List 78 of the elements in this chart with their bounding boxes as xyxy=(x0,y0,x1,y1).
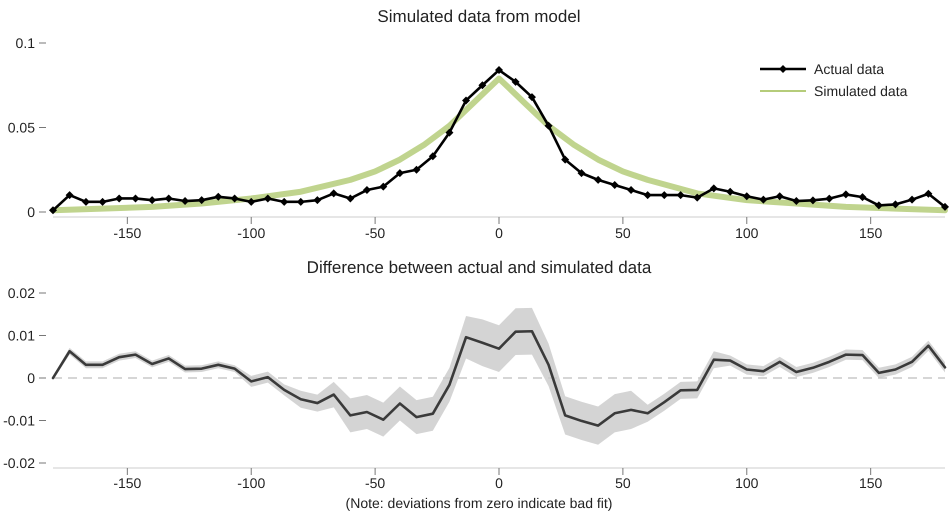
point xyxy=(495,66,503,74)
point xyxy=(264,194,272,202)
point xyxy=(478,81,486,90)
point xyxy=(396,169,404,178)
point xyxy=(561,156,570,164)
point xyxy=(842,190,850,198)
point xyxy=(941,202,949,211)
point xyxy=(462,96,470,104)
point xyxy=(313,196,322,204)
x-tick-label: 0 xyxy=(495,475,504,491)
y-tick-label: 0.02 xyxy=(8,284,36,301)
point xyxy=(726,188,734,196)
x-tick-label: 150 xyxy=(858,475,883,491)
chart-title: Difference between actual and simulated data xyxy=(306,258,652,277)
x-tick-label: -100 xyxy=(237,225,266,241)
point xyxy=(676,191,685,200)
point xyxy=(198,196,206,204)
point xyxy=(412,166,420,174)
point xyxy=(627,186,636,194)
point xyxy=(610,180,619,189)
x-axis-title: (Note: deviations from zero indicate bad fit) xyxy=(346,495,612,511)
y-tick-label: -0.01 xyxy=(3,412,36,428)
legend-label: Actual data xyxy=(814,60,884,77)
point xyxy=(825,194,834,203)
point xyxy=(66,191,74,200)
x-tick-label: -50 xyxy=(364,225,386,241)
point xyxy=(660,191,668,200)
point xyxy=(528,93,536,102)
y-tick-label: 0 xyxy=(27,204,36,220)
point xyxy=(49,206,57,214)
point xyxy=(82,198,90,206)
point xyxy=(710,184,718,192)
x-tick-label: 0 xyxy=(495,225,504,241)
point xyxy=(214,192,222,201)
y-tick-label: 0.01 xyxy=(8,327,36,344)
point xyxy=(428,152,437,160)
x-tick-label: 100 xyxy=(735,225,759,241)
y-tick-label: -0.02 xyxy=(3,454,36,471)
x-tick-label: 150 xyxy=(858,225,883,241)
x-tick-label: -50 xyxy=(364,475,386,491)
y-tick-label: 0.05 xyxy=(8,119,36,136)
point xyxy=(115,194,124,202)
x-tick-label: 50 xyxy=(615,475,631,491)
x-tick-label: 100 xyxy=(735,475,759,491)
point xyxy=(544,122,553,130)
point xyxy=(346,194,354,202)
point xyxy=(330,189,338,198)
point xyxy=(759,196,768,204)
point xyxy=(858,193,866,202)
point xyxy=(578,169,586,178)
point xyxy=(362,186,371,194)
point xyxy=(445,128,454,137)
point xyxy=(742,192,751,200)
line-series xyxy=(52,330,946,427)
point xyxy=(891,200,900,208)
point xyxy=(379,182,388,191)
point xyxy=(164,194,173,202)
legend-label: Simulated data xyxy=(814,82,908,99)
point xyxy=(792,197,800,206)
point xyxy=(693,194,702,202)
point xyxy=(908,196,916,204)
x-tick-label: -150 xyxy=(113,475,142,491)
x-tick-label: 50 xyxy=(615,225,631,241)
point xyxy=(776,192,784,200)
y-tick-label: 0.1 xyxy=(16,34,36,51)
point xyxy=(230,194,239,202)
x-tick-label: -150 xyxy=(113,225,142,241)
point xyxy=(148,196,156,204)
point xyxy=(247,198,256,206)
point xyxy=(644,191,652,200)
point xyxy=(98,198,107,206)
chart-title: Simulated data from model xyxy=(377,7,581,26)
point xyxy=(594,176,602,184)
x-tick-label: -100 xyxy=(237,475,266,491)
point xyxy=(874,201,883,210)
y-tick-label: 0 xyxy=(27,370,36,386)
point xyxy=(512,78,520,86)
point xyxy=(924,190,932,198)
